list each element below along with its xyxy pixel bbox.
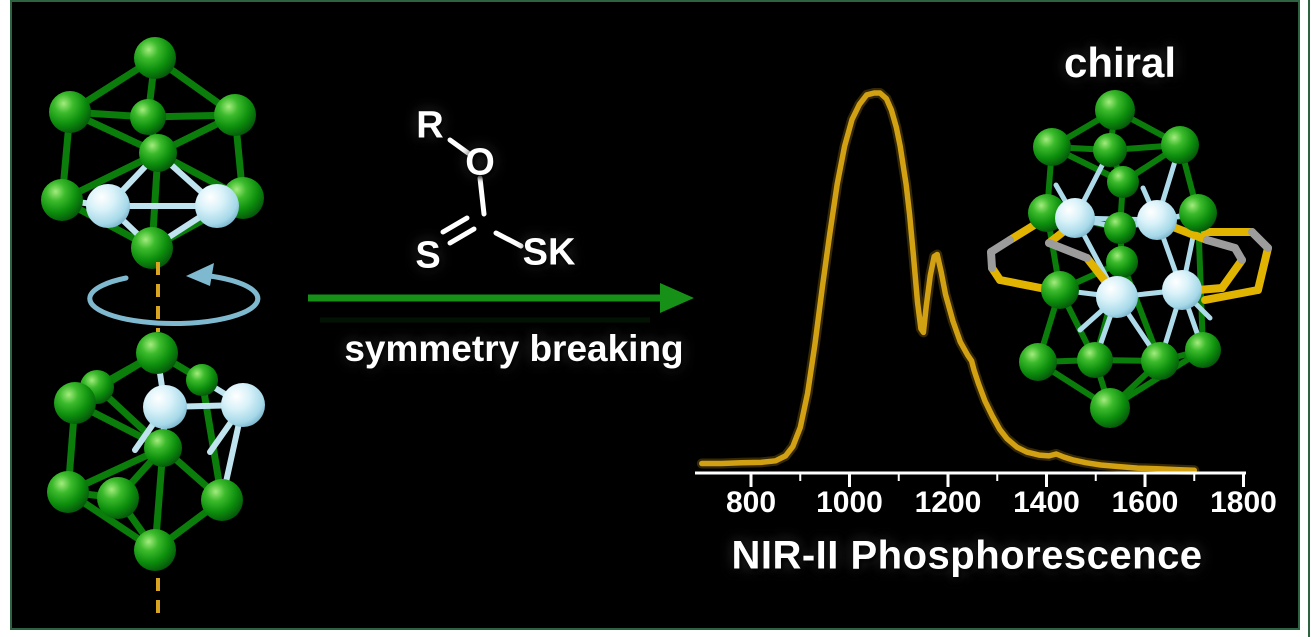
x-axis-tick-label: 1200 (914, 486, 982, 519)
outer-frame-edge (1308, 0, 1310, 637)
x-axis-tick-label: 1400 (1013, 486, 1080, 519)
x-axis-tick-label: 1800 (1210, 486, 1277, 519)
reagent-oxygen-label: O (465, 141, 495, 184)
symmetry-breaking-label: symmetry breaking (344, 328, 684, 369)
chiral-label: chiral (1063, 39, 1177, 86)
reagent-r-group-label: R (416, 104, 444, 147)
reagent-sulfur-k-label: SK (522, 231, 576, 274)
x-axis-tick-label: 1000 (816, 486, 883, 519)
spectrum-title: NIR-II Phosphorescence (731, 533, 1203, 578)
x-axis-tick-label: 800 (725, 486, 777, 519)
reagent-sulfur-label: S (415, 234, 441, 277)
x-axis-tick-label: 1600 (1111, 486, 1179, 519)
